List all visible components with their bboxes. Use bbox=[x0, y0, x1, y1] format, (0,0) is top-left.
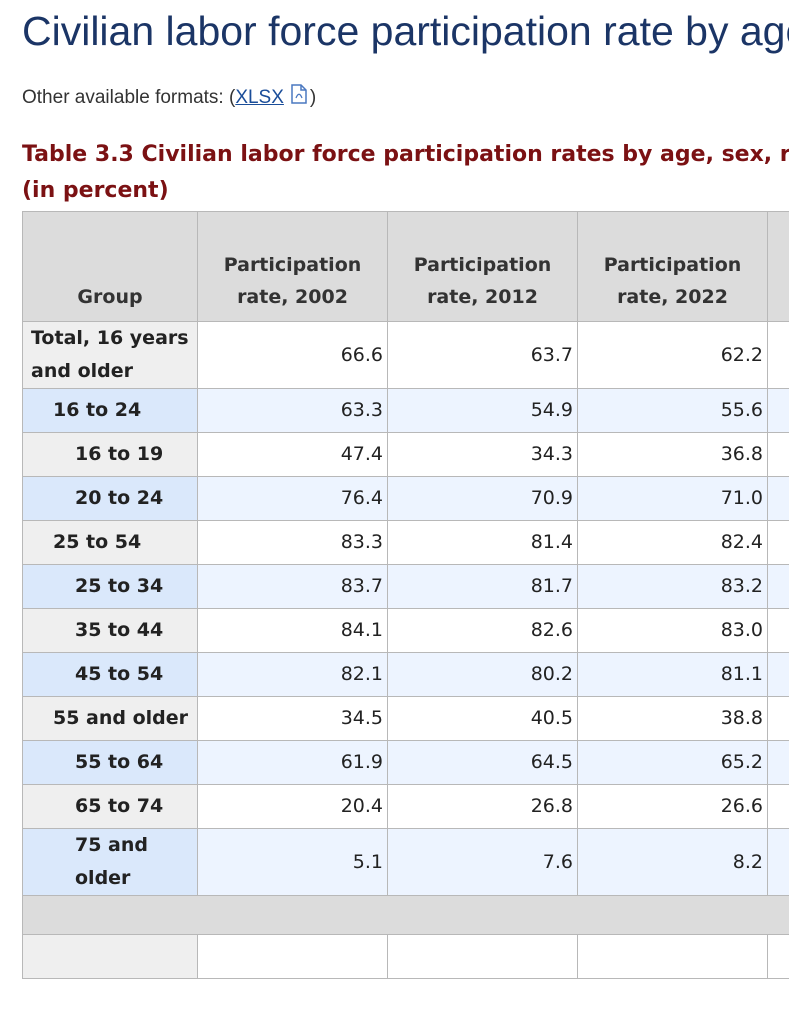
value-cell: 54.9 bbox=[387, 388, 578, 433]
value-cell: 83.3 bbox=[197, 520, 388, 565]
value-cell: 80.2 bbox=[387, 652, 578, 697]
value-cell: 66.6 bbox=[197, 321, 388, 389]
value-cell: 81.7 bbox=[387, 564, 578, 609]
caption-line: (in percent) bbox=[22, 178, 169, 203]
value-cell bbox=[767, 934, 789, 979]
header-row: Group Participation rate, 2002 Participati… bbox=[22, 211, 789, 322]
value-cell: 5.1 bbox=[197, 828, 388, 896]
value-cell bbox=[767, 828, 789, 896]
value-cell: 34.5 bbox=[197, 696, 388, 741]
data-table: Group Participation rate, 2002 Participati… bbox=[22, 211, 789, 979]
value-cell: 8.2 bbox=[577, 828, 768, 896]
value-cell: 26.8 bbox=[387, 784, 578, 829]
column-header: Participation rate, 2012 bbox=[387, 211, 578, 322]
value-cell: 71.0 bbox=[577, 476, 768, 521]
value-cell bbox=[767, 432, 789, 477]
value-cell: 38.8 bbox=[577, 696, 768, 741]
group-cell: 20 to 24 bbox=[22, 476, 198, 521]
column-header: Participation rate, 2022 bbox=[577, 211, 768, 322]
column-header: Group bbox=[22, 211, 198, 322]
value-cell: 84.1 bbox=[197, 608, 388, 653]
value-cell bbox=[767, 608, 789, 653]
table-row: Total, 16 years and older 66.6 63.7 62.2 bbox=[22, 321, 789, 389]
value-cell bbox=[767, 652, 789, 697]
value-cell: 82.4 bbox=[577, 520, 768, 565]
group-cell: 55 and older bbox=[22, 696, 198, 741]
value-cell bbox=[767, 321, 789, 389]
formats-prefix: Other available formats: ( bbox=[22, 87, 236, 108]
group-cell: 25 to 54 bbox=[22, 520, 198, 565]
value-cell bbox=[22, 934, 198, 979]
table-row: 65 to 74 20.4 26.8 26.6 bbox=[22, 784, 789, 829]
value-cell: 81.1 bbox=[577, 652, 768, 697]
section-cell bbox=[22, 895, 789, 935]
group-cell: Total, 16 years and older bbox=[22, 321, 198, 389]
table-row: 45 to 54 82.1 80.2 81.1 bbox=[22, 652, 789, 697]
value-cell: 61.9 bbox=[197, 740, 388, 785]
value-cell bbox=[577, 934, 768, 979]
table-wrap: Group Participation rate, 2002 Participati… bbox=[22, 211, 789, 1024]
value-cell: 82.1 bbox=[197, 652, 388, 697]
xlsx-link[interactable]: XLSX bbox=[235, 87, 284, 108]
page-title: Civilian labor force participation rate … bbox=[22, 8, 789, 54]
value-cell: 65.2 bbox=[577, 740, 768, 785]
value-cell: 20.4 bbox=[197, 784, 388, 829]
value-cell: 36.8 bbox=[577, 432, 768, 477]
table-row: 25 to 54 83.3 81.4 82.4 bbox=[22, 520, 789, 565]
value-cell: 83.7 bbox=[197, 564, 388, 609]
value-cell: 55.6 bbox=[577, 388, 768, 433]
group-cell: 16 to 24 bbox=[22, 388, 198, 433]
value-cell: 7.6 bbox=[387, 828, 578, 896]
group-cell: 35 to 44 bbox=[22, 608, 198, 653]
table-row: 35 to 44 84.1 82.6 83.0 bbox=[22, 608, 789, 653]
formats-suffix: ) bbox=[309, 87, 317, 108]
value-cell bbox=[767, 740, 789, 785]
column-header bbox=[767, 211, 789, 322]
table-row: 55 and older 34.5 40.5 38.8 bbox=[22, 696, 789, 741]
value-cell: 81.4 bbox=[387, 520, 578, 565]
caption-line: Table 3.3 Civilian labor force participa… bbox=[22, 142, 789, 167]
section-row bbox=[22, 895, 789, 935]
group-cell: 65 to 74 bbox=[22, 784, 198, 829]
table-row: 55 to 64 61.9 64.5 65.2 bbox=[22, 740, 789, 785]
value-cell: 83.0 bbox=[577, 608, 768, 653]
group-cell: 16 to 19 bbox=[22, 432, 198, 477]
value-cell bbox=[767, 520, 789, 565]
value-cell: 62.2 bbox=[577, 321, 768, 389]
group-cell: 25 to 34 bbox=[22, 564, 198, 609]
value-cell: 26.6 bbox=[577, 784, 768, 829]
table-row bbox=[22, 934, 789, 979]
value-cell bbox=[767, 564, 789, 609]
table-row: 16 to 24 63.3 54.9 55.6 bbox=[22, 388, 789, 433]
value-cell: 70.9 bbox=[387, 476, 578, 521]
value-cell: 76.4 bbox=[197, 476, 388, 521]
value-cell: 63.3 bbox=[197, 388, 388, 433]
value-cell bbox=[387, 934, 578, 979]
value-cell bbox=[767, 388, 789, 433]
file-icon bbox=[291, 84, 307, 104]
formats-line: Other available formats: (XLSX) bbox=[22, 83, 316, 109]
value-cell: 63.7 bbox=[387, 321, 578, 389]
value-cell: 47.4 bbox=[197, 432, 388, 477]
table-caption: Table 3.3 Civilian labor force participa… bbox=[22, 137, 789, 209]
table-row: 25 to 34 83.7 81.7 83.2 bbox=[22, 564, 789, 609]
group-cell: 75 and older bbox=[22, 828, 198, 896]
table-row: 75 and older 5.1 7.6 8.2 bbox=[22, 828, 789, 896]
value-cell: 82.6 bbox=[387, 608, 578, 653]
value-cell bbox=[767, 696, 789, 741]
value-cell: 64.5 bbox=[387, 740, 578, 785]
value-cell bbox=[767, 476, 789, 521]
group-cell: 55 to 64 bbox=[22, 740, 198, 785]
value-cell bbox=[767, 784, 789, 829]
value-cell: 83.2 bbox=[577, 564, 768, 609]
value-cell bbox=[197, 934, 388, 979]
column-header: Participation rate, 2002 bbox=[197, 211, 388, 322]
group-cell: 45 to 54 bbox=[22, 652, 198, 697]
table-row: 16 to 19 47.4 34.3 36.8 bbox=[22, 432, 789, 477]
table-row: 20 to 24 76.4 70.9 71.0 bbox=[22, 476, 789, 521]
value-cell: 40.5 bbox=[387, 696, 578, 741]
value-cell: 34.3 bbox=[387, 432, 578, 477]
